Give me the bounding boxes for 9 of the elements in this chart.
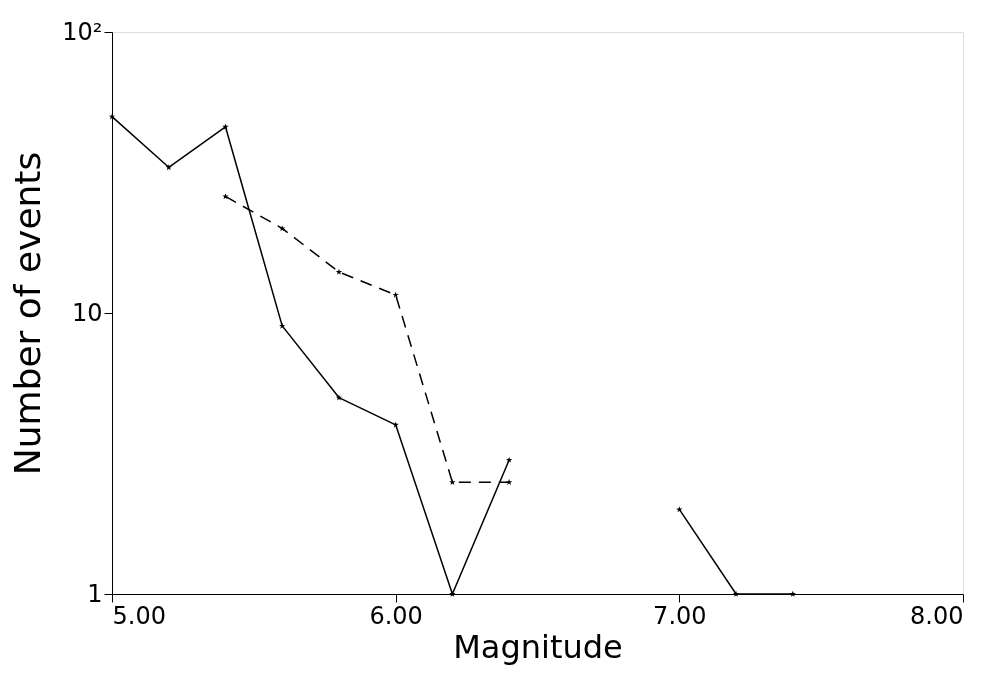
x-axis-title: Magnitude — [453, 627, 623, 666]
y-tick-label: 10 — [71, 298, 103, 327]
x-tick-label: 7.00 — [653, 601, 707, 630]
y-tick-label: 1 — [87, 579, 103, 608]
y-axis-title: Number of events — [7, 151, 49, 476]
x-tick-label: 6.00 — [369, 601, 423, 630]
x-tick-label: 8.00 — [910, 601, 964, 630]
y-tick-label: 10² — [62, 17, 103, 46]
x-tick-label: 5.00 — [112, 601, 166, 630]
